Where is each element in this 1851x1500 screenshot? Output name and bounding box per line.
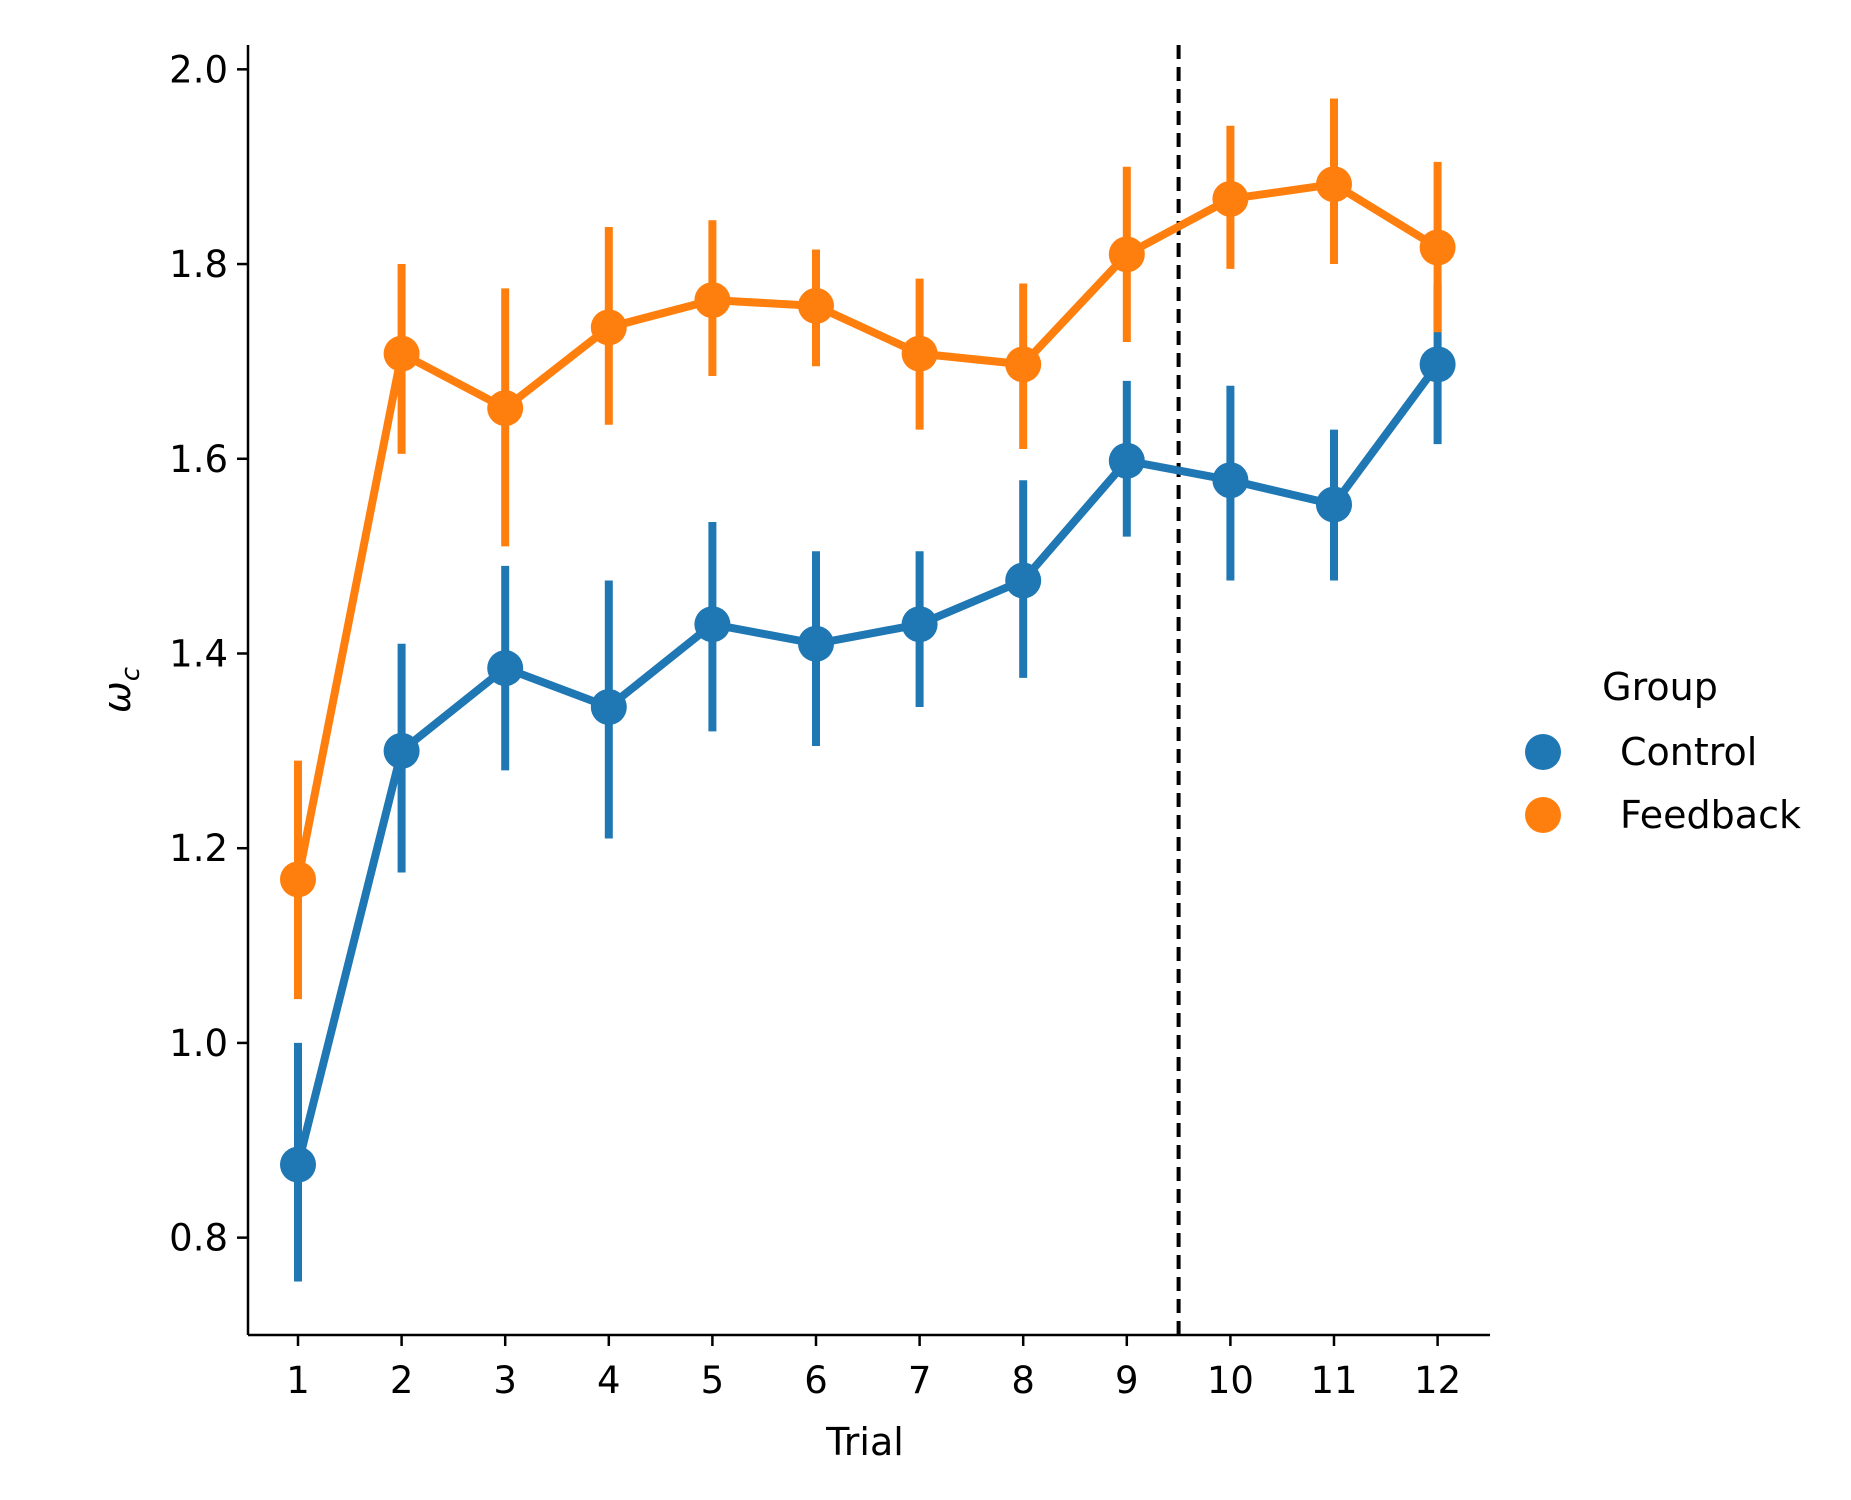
data-point — [694, 282, 731, 319]
y-tick-label: 2.0 — [169, 48, 228, 91]
y-axis-title-symbol: ω — [95, 681, 139, 713]
y-tick-label: 0.8 — [169, 1217, 228, 1260]
x-tick-label: 10 — [1207, 1359, 1254, 1402]
data-point — [901, 335, 938, 372]
x-tick-label: 1 — [286, 1359, 310, 1402]
y-axis-title: ωc — [95, 667, 146, 713]
x-tick-label: 9 — [1115, 1359, 1139, 1402]
data-point — [280, 861, 316, 898]
series-feedback — [280, 98, 1456, 1000]
x-tick-label: 7 — [908, 1359, 932, 1402]
x-tick-label: 3 — [493, 1359, 517, 1402]
legend-marker-feedback — [1525, 797, 1561, 833]
data-point — [1005, 346, 1042, 383]
legend-label-feedback: Feedback — [1620, 793, 1801, 837]
data-point — [1419, 229, 1456, 266]
data-point — [1108, 236, 1145, 273]
x-tick-label: 2 — [390, 1359, 414, 1402]
axes: 0.81.01.21.41.61.82.01 2 3 4 5 6 7 8 9 10 11 12Tria… — [95, 45, 1490, 1464]
data-point — [280, 1146, 316, 1183]
y-tick-label: 1.2 — [169, 827, 228, 870]
data-point — [1316, 486, 1352, 523]
data-point — [1212, 462, 1249, 499]
y-tick-label: 1.4 — [169, 632, 228, 675]
data-point — [798, 625, 834, 662]
data-point — [1005, 562, 1042, 599]
series-line — [294, 180, 1440, 881]
legend-marker-control — [1525, 734, 1561, 770]
x-tick-label: 12 — [1414, 1359, 1461, 1402]
data-point — [1419, 346, 1456, 383]
legend-title: Group — [1602, 665, 1718, 709]
data-point — [383, 335, 420, 372]
x-tick-label: 4 — [597, 1359, 621, 1402]
data-point — [694, 606, 731, 643]
legend: Group Control Feedback — [1525, 665, 1801, 837]
x-axis-title: Trial — [825, 1420, 904, 1464]
x-tick-label: 11 — [1310, 1359, 1357, 1402]
data-point — [487, 650, 524, 687]
x-tick-label: 8 — [1011, 1359, 1035, 1402]
data-point — [1212, 180, 1249, 217]
y-tick-label: 1.0 — [169, 1022, 228, 1065]
data-point — [590, 309, 627, 346]
series-line — [294, 361, 1441, 1166]
data-point — [1316, 166, 1352, 203]
y-tick-label: 1.8 — [169, 243, 228, 286]
series-control — [280, 283, 1456, 1282]
data-point — [487, 390, 524, 427]
y-tick-label: 1.6 — [169, 438, 228, 481]
data-point — [590, 689, 627, 726]
plot-area — [280, 45, 1456, 1335]
y-axis-title-subscript: c — [116, 667, 146, 681]
x-tick-label: 6 — [804, 1359, 828, 1402]
data-point — [383, 732, 420, 769]
data-point — [1108, 442, 1145, 479]
data-point — [901, 606, 938, 643]
x-tick-label: 5 — [701, 1359, 725, 1402]
legend-label-control: Control — [1620, 730, 1757, 774]
data-point — [798, 287, 834, 324]
